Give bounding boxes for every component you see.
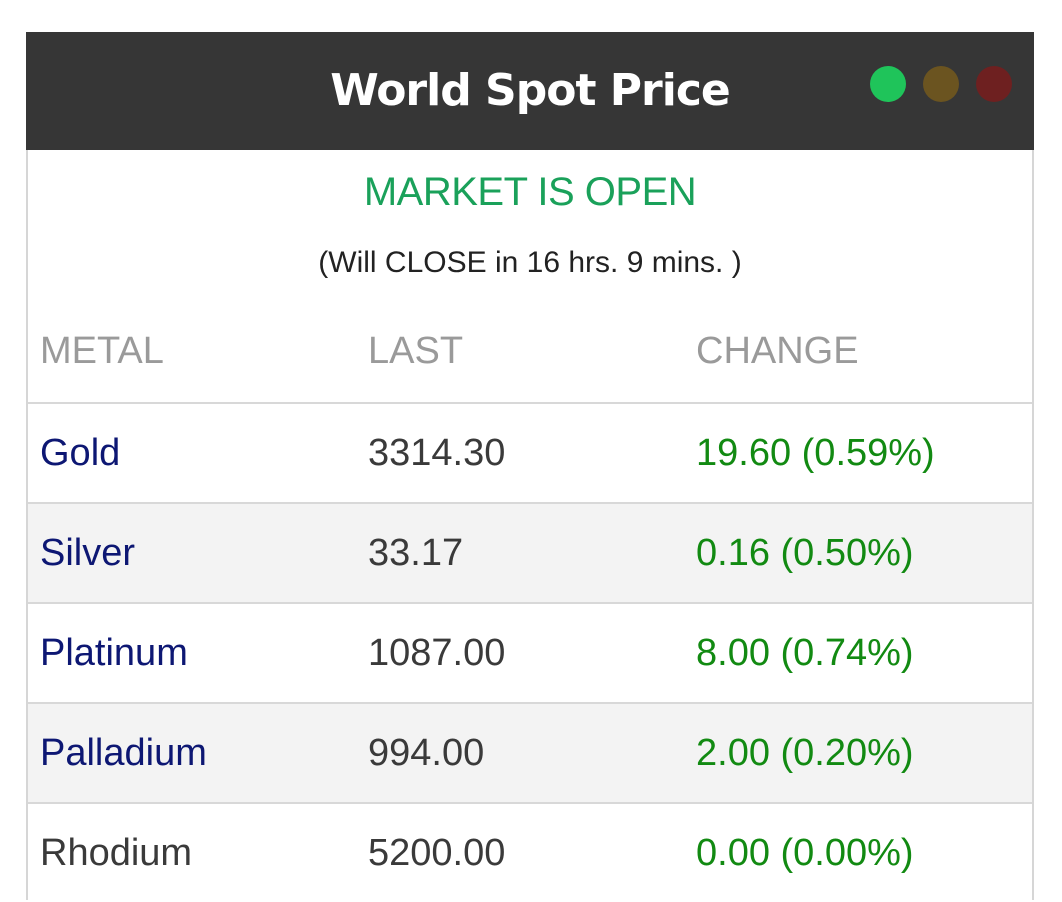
metal-name-rhodium: Rhodium xyxy=(40,832,193,874)
last-price: 1087.00 xyxy=(368,632,506,674)
column-header-last: LAST xyxy=(368,330,464,372)
last-price: 5200.00 xyxy=(368,832,506,874)
table-row: Palladium 994.00 2.00 (0.20%) xyxy=(28,702,1032,802)
green-dot-icon xyxy=(870,66,906,102)
last-price: 3314.30 xyxy=(368,432,506,474)
price-change: 8.00 (0.74%) xyxy=(696,632,914,674)
price-change: 19.60 (0.59%) xyxy=(696,432,935,474)
price-change: 2.00 (0.20%) xyxy=(696,732,914,774)
metal-link-silver[interactable]: Silver xyxy=(40,532,136,574)
column-header-change: CHANGE xyxy=(696,330,859,372)
table-row: Silver 33.17 0.16 (0.50%) xyxy=(28,502,1032,602)
spot-price-widget: World Spot Price MARKET IS OPEN (Will CL… xyxy=(26,32,1034,900)
last-price: 994.00 xyxy=(368,732,485,774)
olive-dot-icon xyxy=(923,66,959,102)
title-bar: World Spot Price xyxy=(26,32,1034,150)
metal-link-platinum[interactable]: Platinum xyxy=(40,632,188,674)
metal-link-gold[interactable]: Gold xyxy=(40,432,121,474)
metal-link-palladium[interactable]: Palladium xyxy=(40,732,207,774)
table-row: Rhodium 5200.00 0.00 (0.00%) xyxy=(28,802,1032,902)
market-countdown: (Will CLOSE in 16 hrs. 9 mins. ) xyxy=(318,246,742,279)
table-row: Platinum 1087.00 8.00 (0.74%) xyxy=(28,602,1032,702)
price-change: 0.00 (0.00%) xyxy=(696,832,914,874)
last-price: 33.17 xyxy=(368,532,464,574)
column-header-metal: METAL xyxy=(40,330,164,372)
widget-title: World Spot Price xyxy=(330,65,731,116)
red-dot-icon xyxy=(976,66,1012,102)
price-table: Gold 3314.30 19.60 (0.59%) Silver 33.17 … xyxy=(28,402,1032,902)
price-change: 0.16 (0.50%) xyxy=(696,532,914,574)
market-status: MARKET IS OPEN xyxy=(363,170,697,214)
table-row: Gold 3314.30 19.60 (0.59%) xyxy=(28,402,1032,502)
